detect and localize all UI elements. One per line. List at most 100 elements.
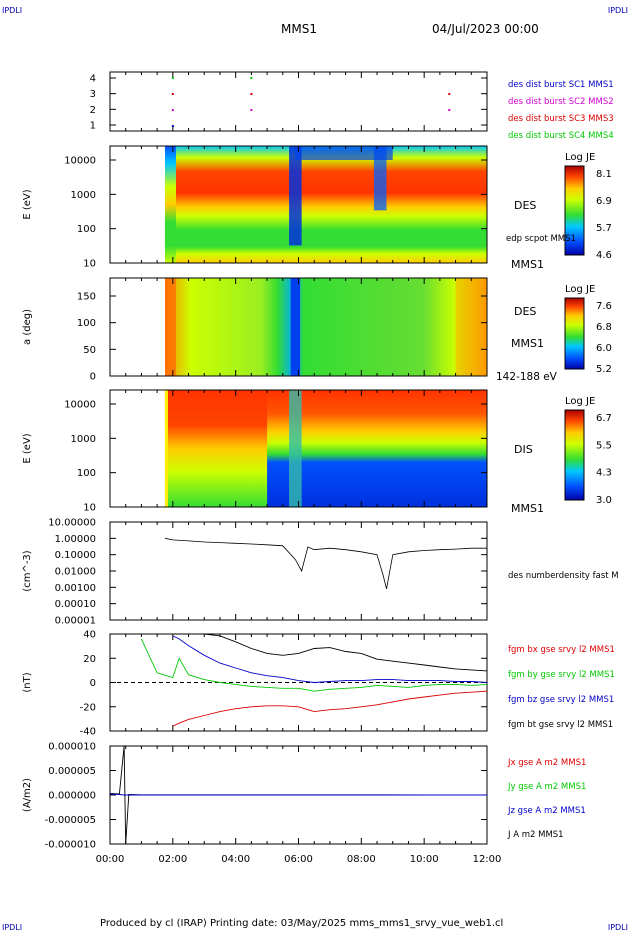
y-tick-label: 0.01000 xyxy=(55,567,96,578)
colorbar xyxy=(564,165,585,256)
legend-entry: des numberdensity fast M xyxy=(508,571,619,581)
burst-marker xyxy=(171,93,174,95)
field-line xyxy=(172,690,488,727)
y-axis-label: a (deg) xyxy=(22,309,33,345)
spacecraft-label: MMS1 xyxy=(511,337,544,350)
colorbar xyxy=(564,297,585,370)
legend-entry: Jz gse A m2 MMS1 xyxy=(507,806,586,816)
y-axis-label: (cm^-3) xyxy=(22,550,33,591)
legend-entry: fgm bt gse srvy l2 MMS1 xyxy=(508,720,613,730)
x-tick-label: 12:00 xyxy=(473,854,502,865)
legend-entry: Jy gse A m2 MMS1 xyxy=(507,782,586,792)
y-tick-label: 40 xyxy=(83,630,96,641)
pitch-angle-edge xyxy=(164,278,176,376)
colorbar-title: Log JE xyxy=(565,284,595,295)
colorbar-tick-label: 6.7 xyxy=(596,413,612,424)
burst-marker xyxy=(171,125,174,127)
date-title: 04/Jul/2023 00:00 xyxy=(432,22,539,36)
y-tick-label: 0 xyxy=(90,678,96,689)
y-tick-label: 3 xyxy=(90,89,96,100)
colorbar-tick-label: 4.3 xyxy=(596,468,612,479)
colorbar-title: Log JE xyxy=(565,152,595,163)
y-axis-label: E (eV) xyxy=(22,189,33,219)
pitch-angle-dip xyxy=(290,278,301,376)
legend-entry: des dist burst SC2 MMS2 xyxy=(508,97,614,107)
spacecraft-title: MMS1 xyxy=(281,22,317,36)
spectrogram-dip xyxy=(373,146,387,211)
x-tick-label: 04:00 xyxy=(221,854,250,865)
y-axis-label: (nT) xyxy=(22,672,33,692)
y-tick-label: 1000 xyxy=(71,434,96,445)
instrument-label: DES xyxy=(514,305,536,318)
legend-entry: des dist burst SC3 MMS3 xyxy=(508,114,614,124)
burst-marker xyxy=(250,109,253,111)
burst-marker xyxy=(448,93,451,95)
x-tick-label: 02:00 xyxy=(158,854,187,865)
spectrogram-fill xyxy=(164,278,487,376)
y-tick-label: 1 xyxy=(90,121,96,132)
legend-entry: fgm bx gse srvy l2 MMS1 xyxy=(508,645,615,655)
colorbar-tick-label: 8.1 xyxy=(596,169,612,180)
corner-label-top-right: IPDLI xyxy=(607,6,628,15)
spectrogram-fill xyxy=(164,146,487,263)
corner-label-top-left: IPDLI xyxy=(2,6,23,15)
colorbar-tick-label: 5.5 xyxy=(596,440,612,451)
colorbar-tick-label: 7.6 xyxy=(596,301,612,312)
colorbar-tick-label: 6.8 xyxy=(596,322,612,333)
spectrogram-fill xyxy=(164,146,176,263)
y-tick-label: 100 xyxy=(77,224,96,235)
y-tick-label: -0.000005 xyxy=(45,815,96,826)
y-tick-label: 0.00100 xyxy=(55,583,96,594)
x-tick-label: 06:00 xyxy=(284,854,313,865)
colorbar-tick-label: 5.7 xyxy=(596,223,612,234)
legend-entry: des dist burst SC1 MMS1 xyxy=(508,80,614,90)
burst-marker xyxy=(448,109,451,111)
spectrogram-edge xyxy=(164,390,168,507)
burst-marker xyxy=(171,109,174,111)
y-tick-label: 0.10000 xyxy=(55,550,96,561)
y-tick-label: 0.000005 xyxy=(48,766,96,777)
density-line xyxy=(164,537,487,589)
colorbar xyxy=(564,409,585,501)
legend-entry: des dist burst SC4 MMS4 xyxy=(508,131,614,141)
colorbar-tick-label: 6.9 xyxy=(596,196,612,207)
instrument-label: DES xyxy=(514,199,536,212)
y-axis-label: (A/m2) xyxy=(22,778,33,812)
x-tick-label: 10:00 xyxy=(410,854,439,865)
y-tick-label: 10000 xyxy=(64,156,96,167)
instrument-label: DIS xyxy=(514,443,533,456)
spacecraft-label: MMS1 xyxy=(511,502,544,515)
field-line xyxy=(172,635,488,683)
y-tick-label: 20 xyxy=(83,654,96,665)
current-line xyxy=(109,793,487,796)
colorbar-tick-label: 4.6 xyxy=(596,250,612,261)
spectrogram-fill xyxy=(164,390,268,507)
legend-entry: fgm by gse srvy l2 MMS1 xyxy=(508,670,615,680)
spectrogram-dip xyxy=(289,146,302,246)
field-line xyxy=(140,638,488,692)
y-tick-label: -40 xyxy=(80,727,96,738)
y-tick-label: 0.000010 xyxy=(48,742,96,753)
y-tick-label: 0 xyxy=(90,372,96,383)
pitch-angle-edge xyxy=(455,278,487,376)
y-tick-label: -20 xyxy=(80,702,96,713)
panel-frame xyxy=(109,71,488,132)
legend-entry: fgm bz gse srvy l2 MMS1 xyxy=(508,695,614,705)
panel-frame xyxy=(109,521,488,621)
legend-entry: edp scpot MMS1 xyxy=(506,234,576,244)
y-tick-label: 0.00010 xyxy=(55,599,96,610)
y-tick-label: 100 xyxy=(77,468,96,479)
y-tick-label: 4 xyxy=(90,74,96,85)
colorbar-tick-label: 5.2 xyxy=(596,364,612,375)
y-tick-label: 2 xyxy=(90,105,96,116)
spacecraft-label: MMS1 xyxy=(511,258,544,271)
burst-marker xyxy=(250,77,253,79)
y-tick-label: 10.00000 xyxy=(48,518,96,529)
energy-range-label: 142-188 eV xyxy=(496,371,558,383)
corner-label-bottom-right: IPDLI xyxy=(607,923,628,932)
legend-entry: J A m2 MMS1 xyxy=(507,830,564,840)
field-line xyxy=(172,633,488,672)
x-tick-label: 00:00 xyxy=(96,854,125,865)
colorbar-tick-label: 3.0 xyxy=(596,495,612,506)
